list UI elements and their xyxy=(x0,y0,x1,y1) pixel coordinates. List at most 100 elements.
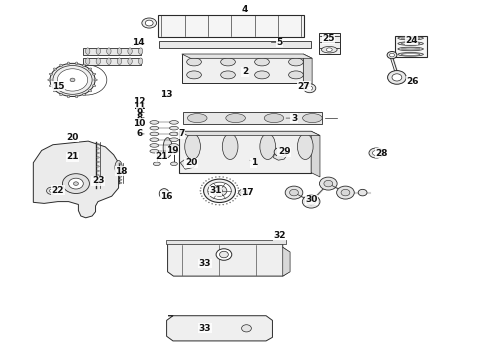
Ellipse shape xyxy=(150,144,159,147)
Text: 2: 2 xyxy=(242,68,248,77)
Ellipse shape xyxy=(232,180,234,181)
Text: 32: 32 xyxy=(273,231,286,240)
Ellipse shape xyxy=(69,178,83,189)
Ellipse shape xyxy=(119,176,122,177)
Ellipse shape xyxy=(89,90,92,92)
Ellipse shape xyxy=(212,185,227,196)
Ellipse shape xyxy=(97,184,99,185)
Text: 29: 29 xyxy=(278,148,291,156)
Ellipse shape xyxy=(302,195,320,208)
Ellipse shape xyxy=(285,186,303,199)
Ellipse shape xyxy=(290,189,298,196)
Ellipse shape xyxy=(128,58,132,64)
Ellipse shape xyxy=(226,113,245,122)
Ellipse shape xyxy=(388,71,406,84)
Ellipse shape xyxy=(170,149,178,153)
Ellipse shape xyxy=(235,183,236,184)
Ellipse shape xyxy=(398,53,423,56)
Ellipse shape xyxy=(75,62,78,64)
Text: 23: 23 xyxy=(92,176,104,185)
Ellipse shape xyxy=(142,18,156,28)
Text: 22: 22 xyxy=(51,186,64,194)
Ellipse shape xyxy=(199,190,201,192)
Ellipse shape xyxy=(390,53,394,57)
Ellipse shape xyxy=(67,95,70,98)
Text: 33: 33 xyxy=(198,324,211,333)
Text: 7: 7 xyxy=(178,129,185,138)
Text: 30: 30 xyxy=(305,195,318,204)
Ellipse shape xyxy=(170,132,178,136)
Text: 16: 16 xyxy=(160,192,173,201)
Ellipse shape xyxy=(150,138,159,141)
Ellipse shape xyxy=(170,138,178,141)
Text: 10: 10 xyxy=(133,118,146,127)
Ellipse shape xyxy=(93,73,96,75)
Text: 11: 11 xyxy=(133,102,146,112)
Polygon shape xyxy=(33,141,119,218)
Polygon shape xyxy=(303,54,312,87)
Ellipse shape xyxy=(229,179,231,180)
Ellipse shape xyxy=(97,170,99,172)
Ellipse shape xyxy=(208,202,210,203)
Ellipse shape xyxy=(119,166,122,168)
Ellipse shape xyxy=(401,37,420,39)
Ellipse shape xyxy=(97,148,99,149)
Text: 15: 15 xyxy=(51,82,64,91)
Bar xyxy=(319,33,340,54)
Ellipse shape xyxy=(107,48,111,54)
Ellipse shape xyxy=(97,152,99,154)
Ellipse shape xyxy=(57,69,88,91)
Ellipse shape xyxy=(238,190,239,192)
Ellipse shape xyxy=(117,48,122,54)
Ellipse shape xyxy=(150,121,159,124)
Ellipse shape xyxy=(220,251,228,258)
Ellipse shape xyxy=(237,195,238,197)
Ellipse shape xyxy=(303,113,322,122)
Ellipse shape xyxy=(97,175,99,176)
Bar xyxy=(182,54,303,83)
Ellipse shape xyxy=(222,134,238,159)
Ellipse shape xyxy=(204,179,236,202)
Ellipse shape xyxy=(117,58,122,64)
Ellipse shape xyxy=(150,126,159,130)
Ellipse shape xyxy=(49,73,52,75)
Polygon shape xyxy=(180,159,196,169)
Ellipse shape xyxy=(319,177,337,190)
Ellipse shape xyxy=(93,85,96,87)
Ellipse shape xyxy=(150,149,159,153)
Ellipse shape xyxy=(229,202,231,203)
Text: 27: 27 xyxy=(297,82,310,91)
Ellipse shape xyxy=(170,126,178,130)
Ellipse shape xyxy=(119,182,122,184)
Text: 24: 24 xyxy=(405,36,418,45)
Ellipse shape xyxy=(83,93,85,96)
Ellipse shape xyxy=(97,157,99,158)
Text: 20: 20 xyxy=(185,158,197,167)
Ellipse shape xyxy=(226,203,227,204)
Polygon shape xyxy=(179,131,320,136)
Ellipse shape xyxy=(153,162,160,166)
Ellipse shape xyxy=(50,63,95,96)
Ellipse shape xyxy=(163,138,172,158)
Ellipse shape xyxy=(358,189,367,196)
Ellipse shape xyxy=(304,84,316,93)
Ellipse shape xyxy=(97,166,99,167)
Ellipse shape xyxy=(369,148,384,158)
Ellipse shape xyxy=(188,113,207,122)
Text: 8: 8 xyxy=(137,113,143,122)
Ellipse shape xyxy=(60,64,62,67)
Ellipse shape xyxy=(398,42,423,45)
Ellipse shape xyxy=(212,203,213,204)
Text: 1: 1 xyxy=(251,158,257,167)
Ellipse shape xyxy=(48,79,51,81)
Ellipse shape xyxy=(392,74,402,81)
Text: 13: 13 xyxy=(160,90,173,99)
Ellipse shape xyxy=(200,193,201,194)
Ellipse shape xyxy=(398,47,423,51)
Ellipse shape xyxy=(62,174,89,194)
Ellipse shape xyxy=(74,182,78,185)
Ellipse shape xyxy=(85,48,90,54)
Ellipse shape xyxy=(53,68,56,70)
Ellipse shape xyxy=(219,176,220,177)
Ellipse shape xyxy=(372,150,380,156)
